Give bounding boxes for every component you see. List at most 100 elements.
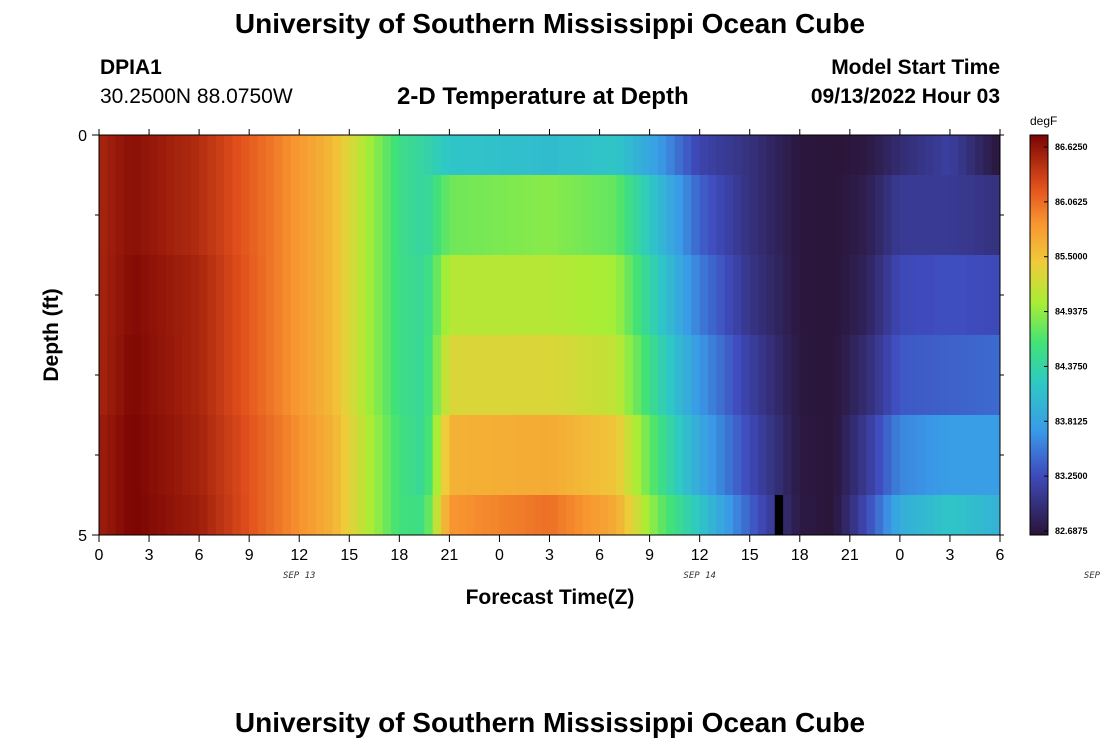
heatmap-cell — [682, 335, 692, 415]
heatmap-cell — [766, 175, 776, 255]
heatmap-cell — [349, 175, 359, 255]
heatmap-cell — [457, 415, 467, 495]
heatmap-cell — [716, 495, 726, 535]
heatmap-cell — [407, 495, 417, 535]
heatmap-cell — [708, 335, 717, 415]
missing-data-marks — [774, 495, 784, 535]
heatmap-cell — [449, 135, 459, 175]
heatmap-cell — [274, 495, 283, 535]
heatmap-cell — [382, 415, 392, 495]
heatmap-cell — [691, 495, 701, 535]
heatmap-cell — [466, 255, 475, 335]
heatmap-cell — [365, 495, 375, 535]
heatmap-cell — [716, 255, 726, 335]
heatmap-cell — [382, 175, 392, 255]
heatmap-cell — [783, 415, 792, 495]
heatmap-cell — [582, 135, 592, 175]
heatmap-cell — [924, 175, 934, 255]
heatmap-cell — [157, 495, 167, 535]
heatmap-cell — [949, 175, 959, 255]
heatmap-cell — [482, 135, 492, 175]
heatmap-cell — [307, 175, 317, 255]
heatmap-cell — [257, 495, 267, 535]
heatmap-cell — [733, 335, 742, 415]
heatmap-cell — [332, 335, 342, 415]
heatmap-cell — [140, 415, 150, 495]
heatmap-cell — [649, 415, 659, 495]
heatmap-cell — [282, 175, 292, 255]
heatmap-cell — [457, 335, 467, 415]
heatmap-cell — [532, 135, 542, 175]
heatmap-cell — [791, 255, 801, 335]
heatmap-cell — [215, 335, 225, 415]
heatmap-cell — [224, 495, 233, 535]
heatmap-cell — [524, 255, 534, 335]
heatmap-cell — [115, 135, 125, 175]
heatmap-cell — [624, 175, 634, 255]
heatmap-cell — [190, 175, 200, 255]
heatmap-cell — [165, 135, 175, 175]
heatmap-cell — [357, 135, 367, 175]
heatmap-cell — [416, 335, 425, 415]
heatmap-cell — [691, 255, 701, 335]
heatmap-cell — [407, 415, 417, 495]
model-start-value: 09/13/2022 Hour 03 — [810, 85, 1000, 108]
heatmap-cell — [866, 415, 876, 495]
heatmap-cell — [507, 495, 517, 535]
heatmap-cell — [949, 335, 959, 415]
heatmap-cell — [699, 135, 709, 175]
heatmap-cell — [541, 495, 550, 535]
heatmap-cell — [332, 255, 342, 335]
heatmap-cell — [432, 495, 442, 535]
heatmap-cell — [557, 135, 567, 175]
heatmap-cell — [115, 335, 125, 415]
heatmap-cell — [883, 335, 892, 415]
heatmap-cell — [874, 255, 884, 335]
heatmap-cell — [107, 495, 117, 535]
heatmap-cell — [557, 335, 567, 415]
heatmap-cell — [966, 415, 976, 495]
heatmap-cell — [816, 335, 826, 415]
heatmap-cell — [783, 175, 792, 255]
heatmap-cell — [441, 255, 450, 335]
heatmap-cell — [265, 255, 275, 335]
heatmap-cell — [699, 495, 709, 535]
heatmap-cell — [249, 135, 258, 175]
heatmap-cell — [140, 495, 150, 535]
heatmap-cell — [365, 415, 375, 495]
heatmap-cell — [466, 175, 475, 255]
heatmap-cell — [457, 135, 467, 175]
heatmap-cell — [858, 495, 867, 535]
x-tick-label: 0 — [495, 547, 504, 564]
x-tick-label: 9 — [245, 547, 254, 564]
heatmap-cell — [524, 175, 534, 255]
heatmap-cell — [657, 495, 667, 535]
heatmap-cell — [791, 415, 801, 495]
heatmap-cell — [566, 255, 575, 335]
heatmap-cell — [232, 415, 242, 495]
heatmap-cell — [232, 175, 242, 255]
heatmap-cell — [799, 255, 809, 335]
heatmap-cell — [841, 255, 851, 335]
missing-data-cell — [774, 495, 784, 535]
heatmap-cell — [657, 175, 667, 255]
heatmap-cell — [574, 175, 584, 255]
heatmap-cell — [908, 415, 917, 495]
heatmap-cell — [657, 335, 667, 415]
heatmap-cell — [99, 415, 108, 495]
heatmap-cell — [541, 175, 550, 255]
heatmap-cell — [115, 495, 125, 535]
heatmap-cell — [808, 495, 817, 535]
heatmap-cell — [557, 495, 567, 535]
heatmap-cell — [924, 335, 934, 415]
heatmap-cell — [441, 175, 450, 255]
heatmap-cell — [616, 415, 625, 495]
heatmap-cell — [624, 495, 634, 535]
heatmap-cell — [866, 495, 876, 535]
heatmap-cell — [624, 135, 634, 175]
heatmap-cell — [299, 415, 308, 495]
heatmap-cell — [365, 335, 375, 415]
heatmap-cell — [799, 175, 809, 255]
heatmap-cell — [232, 335, 242, 415]
heatmap-cell — [174, 415, 183, 495]
